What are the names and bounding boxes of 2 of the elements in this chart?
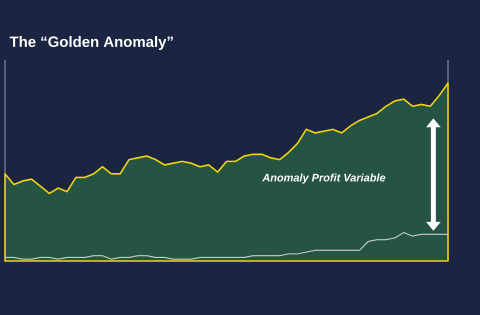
chart-title: The “Golden Anomaly”: [10, 36, 173, 50]
annotation: Anomaly Profit Variable: [262, 173, 386, 184]
